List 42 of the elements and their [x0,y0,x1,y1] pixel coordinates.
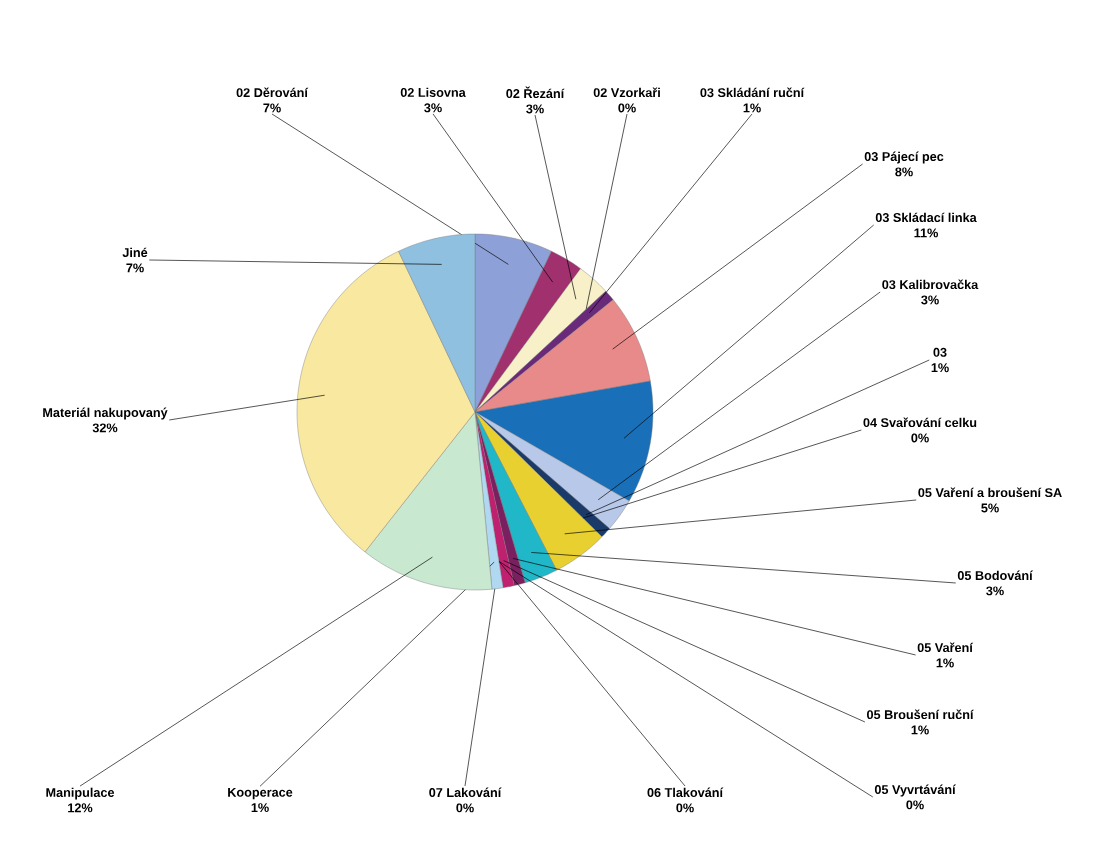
slice-label: 02 Děrování [236,87,309,98]
data-label: 32% [92,423,118,433]
category-label: 04 Svařování celku [863,417,977,428]
data-label: 3% [921,295,939,305]
slice-label: 02 Lisovna [400,87,466,97]
data-label: 1% [931,363,949,373]
text: 0% [618,103,636,113]
category-label: 07 Lakování [429,787,502,798]
data-label: 1% [911,725,929,735]
slice-label: Kooperace [228,787,293,800]
category-label: 02 Vzorkaři [593,87,660,98]
text: 0% [911,433,929,443]
category-label: 06 Tlakování [647,787,724,798]
data-label: 5% [981,503,999,513]
slice-label: 05 Broušení ruční [867,709,974,720]
data-label: 7% [263,103,281,113]
data-label: 3% [986,586,1004,596]
data-label: 1% [251,803,269,813]
data-label: 7% [126,263,144,273]
data-label: 11% [914,228,938,238]
slice-label: 03 Skládací linka [875,212,977,223]
data-label: 12% [68,803,93,813]
slice-label: 05 Vaření a broušení SA [918,487,1062,498]
slice-label: Jiné [122,247,148,258]
slice-label: 03 Pájecí pec [864,151,944,164]
slice-label: Manipulace [46,787,115,800]
data-label: 3% [526,104,544,114]
data-label: 3% [424,103,442,113]
slice-label: 03 Kalibrovačka [882,279,979,290]
slice-label: 05 Vaření [917,642,974,653]
data-label: 8% [895,167,913,177]
text: 0% [456,803,474,813]
slice-label: 03 Skládání ruční [700,87,805,98]
slice-label: Materiál nakupovaný [43,407,168,420]
slice-label: 03 [933,347,947,357]
slice-label: 05 Bodování [957,570,1033,581]
data-label: 1% [743,103,761,113]
text: 0% [906,800,924,810]
data-label: 1% [936,658,954,668]
text: 0% [676,803,694,813]
slice-label: 02 Řezání [506,86,565,99]
category-label: 05 Vyvrtávání [874,784,956,797]
